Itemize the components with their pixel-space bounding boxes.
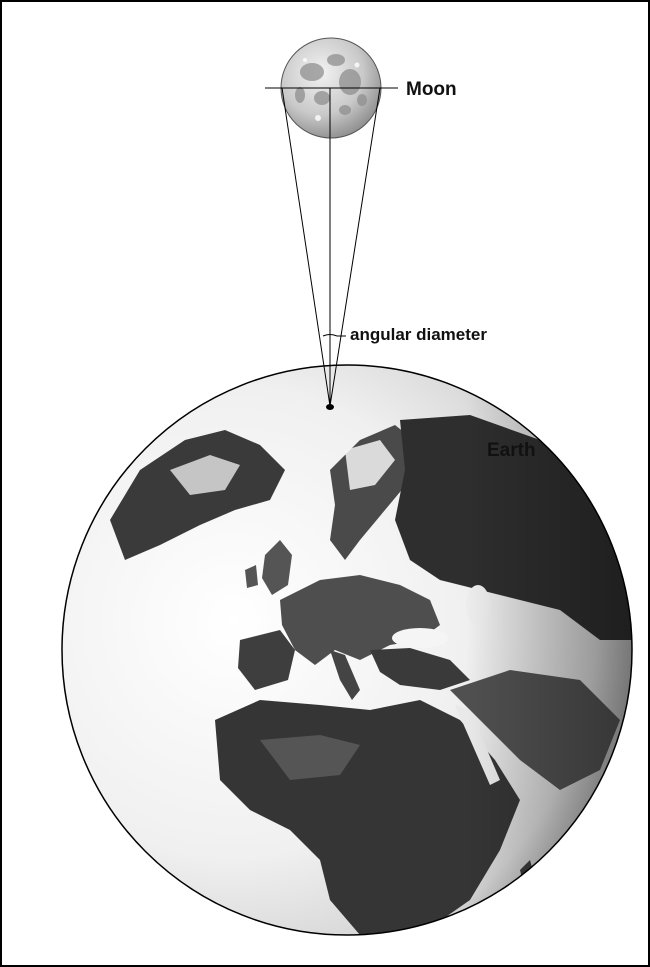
moon-maria [295,54,367,115]
observer-point [326,404,334,410]
angle-arc [322,334,338,337]
sight-lines [265,87,398,407]
earth-globe [61,364,633,936]
sight-line-right [329,87,381,407]
sight-line-left [281,87,331,407]
angular-diameter-label: angular diameter [350,325,487,344]
earth-continents [62,365,632,935]
earth-label: Earth [487,440,536,461]
moon-label: Moon [406,79,457,100]
